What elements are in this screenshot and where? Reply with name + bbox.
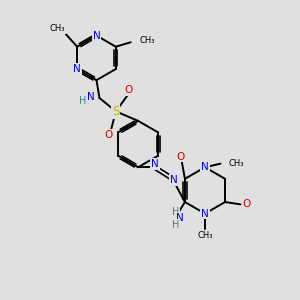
Text: CH₃: CH₃ [140, 36, 155, 45]
Text: O: O [176, 152, 184, 161]
Text: N: N [73, 64, 81, 74]
Text: S: S [112, 105, 119, 118]
Text: N: N [170, 175, 178, 185]
Text: N: N [201, 162, 209, 172]
Text: H: H [80, 96, 87, 106]
Text: CH₃: CH₃ [197, 231, 213, 240]
Text: N: N [87, 92, 95, 102]
Text: N: N [151, 159, 159, 169]
Text: O: O [124, 85, 133, 95]
Text: O: O [242, 200, 250, 209]
Text: N: N [201, 208, 209, 219]
Text: H: H [172, 220, 179, 230]
Text: H: H [172, 207, 179, 217]
Text: N: N [93, 31, 101, 40]
Text: N: N [176, 213, 184, 223]
Text: CH₃: CH₃ [50, 24, 65, 33]
Text: CH₃: CH₃ [229, 159, 244, 168]
Text: O: O [104, 130, 112, 140]
